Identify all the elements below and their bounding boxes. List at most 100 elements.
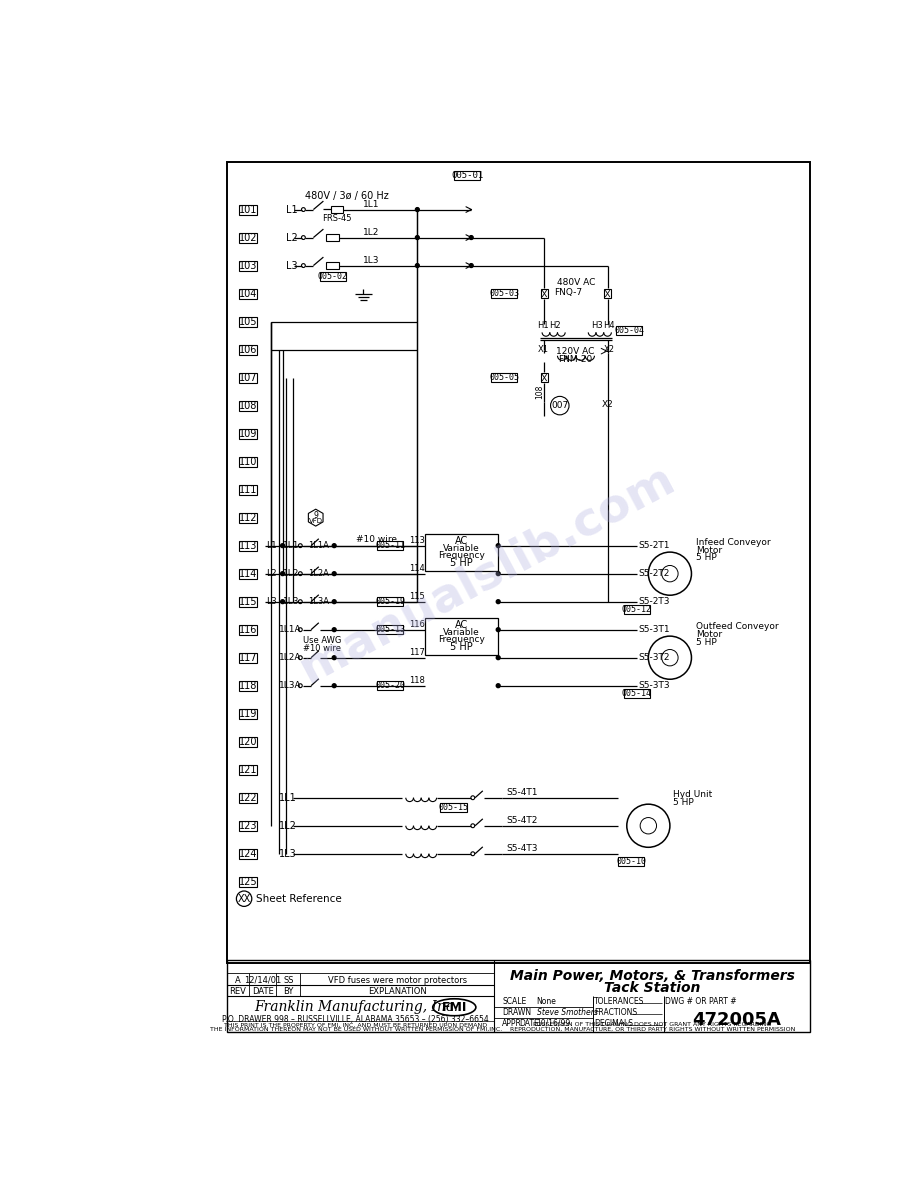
Circle shape	[281, 571, 285, 576]
Text: REPRODUCTION, MANUFACTURE, OR THIRD PARTY RIGHTS WITHOUT WRITTEN PERMISSION: REPRODUCTION, MANUFACTURE, OR THIRD PART…	[509, 1028, 795, 1032]
Circle shape	[416, 208, 420, 211]
Text: 9: 9	[313, 511, 319, 520]
Text: 5 HP: 5 HP	[673, 798, 694, 807]
Text: 118: 118	[409, 676, 425, 684]
Text: 124: 124	[239, 848, 257, 859]
Bar	[239, 681, 257, 690]
Text: L3: L3	[286, 260, 298, 271]
Bar	[239, 821, 257, 830]
Bar	[239, 345, 257, 354]
Text: 123: 123	[239, 821, 257, 830]
Text: S5-4T3: S5-4T3	[506, 843, 537, 853]
Text: 1L3: 1L3	[284, 598, 300, 606]
Bar	[604, 289, 611, 298]
Text: 104: 104	[239, 289, 257, 298]
Text: #10 wire: #10 wire	[356, 535, 397, 544]
Text: 102: 102	[239, 233, 257, 242]
Text: FMI: FMI	[442, 1000, 467, 1013]
Text: H1: H1	[537, 321, 549, 330]
Text: L2: L2	[265, 569, 276, 579]
Bar	[619, 857, 644, 866]
Text: Frequency: Frequency	[438, 551, 485, 561]
Bar	[239, 289, 257, 298]
Text: AC: AC	[455, 620, 468, 630]
Text: 105: 105	[239, 316, 257, 327]
Circle shape	[332, 684, 336, 688]
Text: 007: 007	[551, 402, 568, 410]
Text: S5-2T1: S5-2T1	[638, 542, 670, 550]
Text: TOLERANCES: TOLERANCES	[595, 998, 644, 1006]
Bar	[319, 272, 346, 282]
Text: 005-13: 005-13	[375, 625, 406, 634]
Text: 005-04: 005-04	[614, 327, 644, 335]
Text: 117: 117	[409, 647, 425, 657]
Text: 10/16/99: 10/16/99	[536, 1019, 570, 1028]
Text: L2: L2	[286, 233, 298, 242]
Text: 5 HP: 5 HP	[696, 554, 717, 562]
Text: 119: 119	[239, 709, 257, 719]
Text: L1: L1	[286, 204, 298, 215]
Text: 005-15: 005-15	[439, 803, 468, 813]
Bar	[377, 598, 404, 606]
Bar	[239, 485, 257, 494]
Text: 1L2: 1L2	[284, 569, 300, 579]
Text: 1L3: 1L3	[363, 255, 379, 265]
Text: APPR: APPR	[502, 1019, 522, 1028]
Text: 005-05: 005-05	[489, 373, 520, 383]
Text: THIS PRINT IS THE PROPERTY OF FMI, INC. AND MUST BE RETURNED UPON DEMAND: THIS PRINT IS THE PROPERTY OF FMI, INC. …	[224, 1023, 487, 1028]
Circle shape	[332, 571, 336, 576]
Text: 1L3A: 1L3A	[279, 681, 301, 690]
Text: FRACTIONS: FRACTIONS	[595, 1009, 638, 1017]
Text: 005-03: 005-03	[489, 289, 520, 298]
Text: 115: 115	[239, 596, 257, 607]
Bar	[239, 848, 257, 859]
Text: 121: 121	[239, 765, 257, 775]
Bar	[491, 289, 518, 298]
Circle shape	[469, 264, 473, 267]
Bar	[623, 605, 650, 614]
Text: BY: BY	[283, 987, 294, 997]
Bar	[377, 625, 404, 634]
Circle shape	[416, 264, 420, 267]
Text: manualslib.com: manualslib.com	[291, 456, 682, 691]
Text: DRAWN: DRAWN	[502, 1009, 532, 1017]
Bar	[623, 689, 650, 699]
Text: 103: 103	[239, 260, 257, 271]
Text: S5-3T1: S5-3T1	[638, 625, 670, 634]
Text: 101: 101	[239, 204, 257, 215]
Text: FNM-20: FNM-20	[558, 355, 592, 364]
Text: S5-4T2: S5-4T2	[506, 816, 537, 824]
Text: 480V / 3ø / 60 Hz: 480V / 3ø / 60 Hz	[305, 191, 388, 202]
Circle shape	[332, 600, 336, 604]
Bar	[491, 373, 518, 383]
Text: VFD: VFD	[308, 518, 323, 524]
Text: 1L2A: 1L2A	[308, 569, 329, 579]
Text: 5 HP: 5 HP	[450, 558, 473, 568]
Bar	[227, 960, 810, 1032]
Bar	[239, 541, 257, 551]
Circle shape	[497, 544, 500, 548]
Bar	[239, 709, 257, 719]
Bar	[327, 263, 339, 268]
Text: 005-14: 005-14	[621, 689, 652, 697]
Text: None: None	[537, 998, 556, 1006]
Text: S5-2T2: S5-2T2	[638, 569, 670, 579]
Circle shape	[332, 627, 336, 632]
Text: 005-02: 005-02	[318, 272, 348, 280]
Text: Main Power, Motors, & Transformers: Main Power, Motors, & Transformers	[509, 968, 795, 982]
Text: Motor: Motor	[696, 545, 722, 555]
Text: 112: 112	[239, 513, 257, 523]
Text: S5-4T1: S5-4T1	[506, 788, 537, 797]
Bar	[377, 681, 404, 690]
Text: 113: 113	[239, 541, 257, 551]
Bar	[239, 737, 257, 747]
Bar	[425, 535, 498, 571]
Text: DATE: DATE	[252, 987, 274, 997]
Text: 106: 106	[239, 345, 257, 354]
Bar	[239, 233, 257, 242]
Text: P.O. DRAWER 998 – RUSSELLVILLE, ALABAMA 35653 – (256) 332–6654: P.O. DRAWER 998 – RUSSELLVILLE, ALABAMA …	[222, 1015, 489, 1024]
Bar	[239, 513, 257, 523]
Text: 114: 114	[409, 564, 425, 573]
Bar	[227, 162, 810, 962]
Text: EXPLANATION: EXPLANATION	[368, 987, 427, 997]
